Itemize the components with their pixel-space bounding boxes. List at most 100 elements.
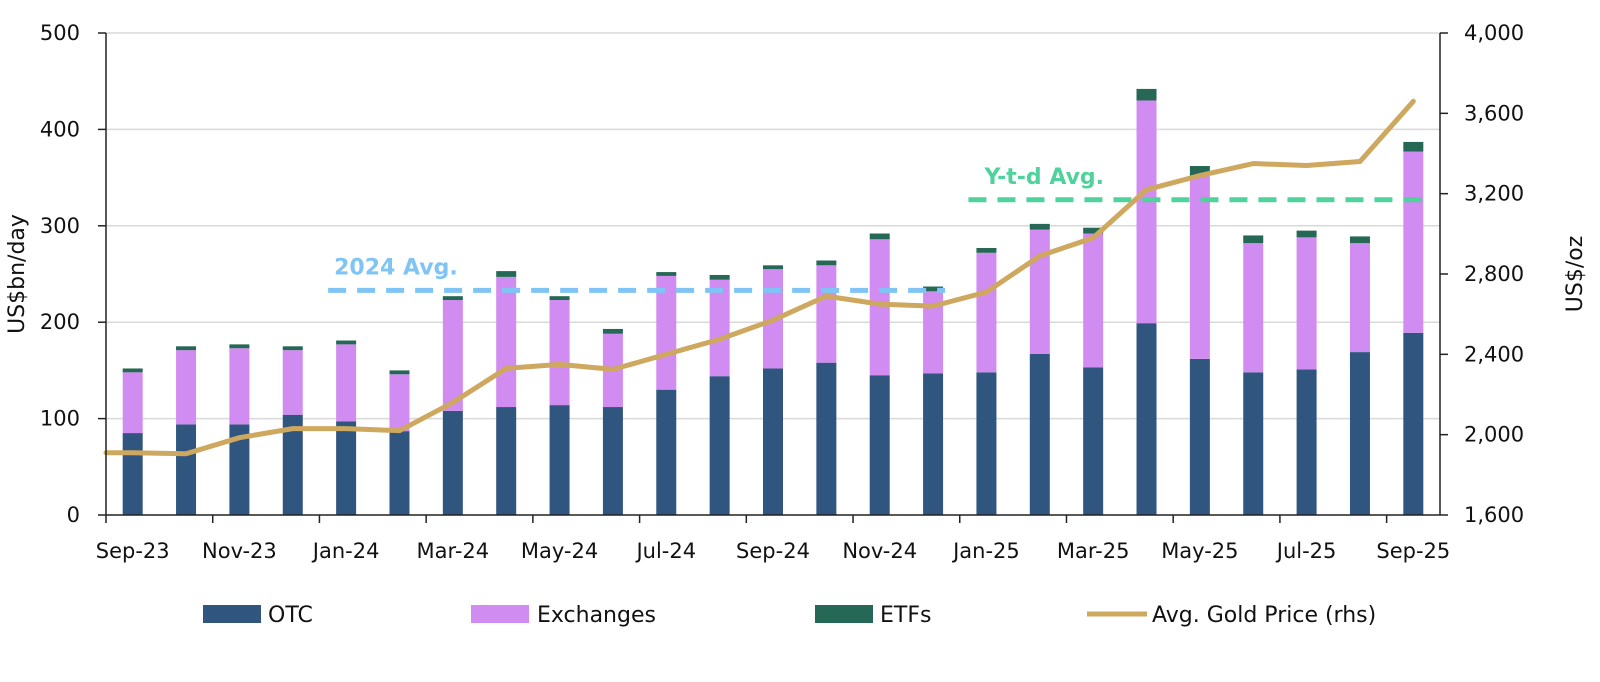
- bar-etfs-may-24: [550, 296, 570, 300]
- y-left-tick-label: 400: [40, 117, 80, 141]
- bar-exchanges-jul-25: [1297, 237, 1317, 369]
- bar-exchanges-nov-24: [870, 239, 890, 375]
- x-tick-label: Jan-24: [311, 539, 380, 563]
- bar-etfs-sep-24: [763, 265, 783, 269]
- y-right-tick-label: 4,000: [1464, 21, 1524, 45]
- y-right-tick-label: 2,800: [1464, 262, 1524, 286]
- y-right-tick-label: 3,200: [1464, 182, 1524, 206]
- bar-exchanges-oct-23: [176, 350, 196, 424]
- bar-exchanges-feb-25: [1030, 230, 1050, 354]
- legend-swatch-exchanges: [471, 605, 529, 623]
- bar-etfs-jul-24: [656, 272, 676, 276]
- x-tick-label: Sep-24: [736, 539, 810, 563]
- bar-etfs-mar-24: [443, 296, 463, 300]
- legend-swatch-otc: [203, 605, 261, 623]
- bar-exchanges-nov-23: [229, 348, 249, 424]
- bar-exchanges-jan-25: [976, 253, 996, 373]
- y-left-tick-label: 300: [40, 214, 80, 238]
- y-left-tick-label: 100: [40, 407, 80, 431]
- y-right-tick-label: 2,000: [1464, 423, 1524, 447]
- bar-exchanges-jan-24: [336, 344, 356, 421]
- bar-exchanges-mar-24: [443, 300, 463, 411]
- bar-otc-sep-24: [763, 368, 783, 515]
- bar-exchanges-aug-24: [710, 280, 730, 376]
- bar-otc-oct-24: [816, 363, 836, 515]
- x-tick-label: Sep-25: [1376, 539, 1450, 563]
- bar-exchanges-feb-24: [389, 374, 409, 431]
- legend: OTC Exchanges ETFs Avg. Gold Price (rhs): [203, 603, 1376, 628]
- bar-otc-apr-24: [496, 407, 516, 515]
- bar-etfs-aug-25: [1350, 236, 1370, 243]
- bar-etfs-oct-24: [816, 261, 836, 266]
- bar-etfs-apr-25: [1137, 89, 1157, 101]
- y-axis-left-title: US$bn/day: [5, 214, 30, 334]
- bar-exchanges-oct-24: [816, 265, 836, 362]
- bar-otc-mar-24: [443, 411, 463, 515]
- bar-exchanges-sep-23: [123, 372, 143, 433]
- bar-etfs-feb-25: [1030, 224, 1050, 230]
- x-tick-label: Mar-25: [1057, 539, 1130, 563]
- bar-exchanges-dec-23: [283, 350, 303, 415]
- legend-label-avg-gold-price-rhs: Avg. Gold Price (rhs): [1152, 603, 1376, 628]
- legend-label-etfs: ETFs: [880, 603, 931, 628]
- bar-otc-jul-24: [656, 390, 676, 515]
- bar-exchanges-apr-24: [496, 277, 516, 407]
- bar-etfs-jul-25: [1297, 231, 1317, 238]
- bar-exchanges-apr-25: [1137, 100, 1157, 323]
- bar-etfs-nov-24: [870, 234, 890, 240]
- bar-otc-feb-24: [389, 431, 409, 515]
- bar-exchanges-may-25: [1190, 176, 1210, 359]
- bar-otc-apr-25: [1137, 323, 1157, 515]
- bar-etfs-jun-25: [1243, 235, 1263, 243]
- bar-etfs-apr-24: [496, 271, 516, 277]
- bar-etfs-jun-24: [603, 329, 623, 334]
- legend-label-exchanges: Exchanges: [537, 603, 656, 628]
- bar-otc-jan-24: [336, 421, 356, 515]
- y-axis-right-title: US$/oz: [1563, 236, 1588, 312]
- x-tick-label: Jul-24: [634, 539, 696, 563]
- bar-otc-jul-25: [1297, 369, 1317, 515]
- x-tick-label: Mar-24: [417, 539, 490, 563]
- bar-exchanges-mar-25: [1083, 234, 1103, 368]
- bar-otc-nov-24: [870, 375, 890, 515]
- bar-etfs-nov-23: [229, 344, 249, 348]
- bar-exchanges-sep-25: [1403, 152, 1423, 333]
- x-tick-label: Nov-23: [202, 539, 277, 563]
- x-tick-label: May-24: [521, 539, 598, 563]
- bar-etfs-dec-23: [283, 346, 303, 350]
- bar-otc-may-24: [550, 405, 570, 515]
- avg-label-2024-avg-: 2024 Avg.: [334, 255, 458, 280]
- bar-otc-jun-25: [1243, 372, 1263, 515]
- legend-label-otc: OTC: [268, 603, 313, 628]
- y-left-tick-label: 500: [40, 21, 80, 45]
- y-right-tick-label: 2,400: [1464, 342, 1524, 366]
- bar-otc-may-25: [1190, 359, 1210, 515]
- bar-exchanges-jul-24: [656, 276, 676, 390]
- bar-otc-dec-24: [923, 373, 943, 515]
- bar-otc-jun-24: [603, 407, 623, 515]
- bar-etfs-aug-24: [710, 275, 730, 280]
- x-tick-label: Nov-24: [842, 539, 917, 563]
- y-left-tick-label: 200: [40, 310, 80, 334]
- y-right-tick-label: 1,600: [1464, 503, 1524, 527]
- bar-otc-feb-25: [1030, 354, 1050, 515]
- bar-etfs-jan-25: [976, 248, 996, 253]
- bar-exchanges-aug-25: [1350, 243, 1370, 352]
- bar-etfs-sep-25: [1403, 142, 1423, 152]
- bar-otc-sep-23: [123, 433, 143, 515]
- x-tick-label: Sep-23: [96, 539, 170, 563]
- x-tick-label: May-25: [1161, 539, 1238, 563]
- y-left-tick-label: 0: [67, 503, 80, 527]
- bar-otc-jan-25: [976, 372, 996, 515]
- legend-swatch-etfs: [815, 605, 873, 623]
- y-right-tick-label: 3,600: [1464, 101, 1524, 125]
- bar-etfs-jan-24: [336, 341, 356, 345]
- x-tick-label: Jan-25: [951, 539, 1020, 563]
- avg-label-y-t-d-avg-: Y-t-d Avg.: [983, 165, 1104, 190]
- bar-etfs-oct-23: [176, 346, 196, 350]
- bar-otc-sep-25: [1403, 333, 1423, 515]
- bar-etfs-sep-23: [123, 368, 143, 372]
- bar-otc-mar-25: [1083, 368, 1103, 515]
